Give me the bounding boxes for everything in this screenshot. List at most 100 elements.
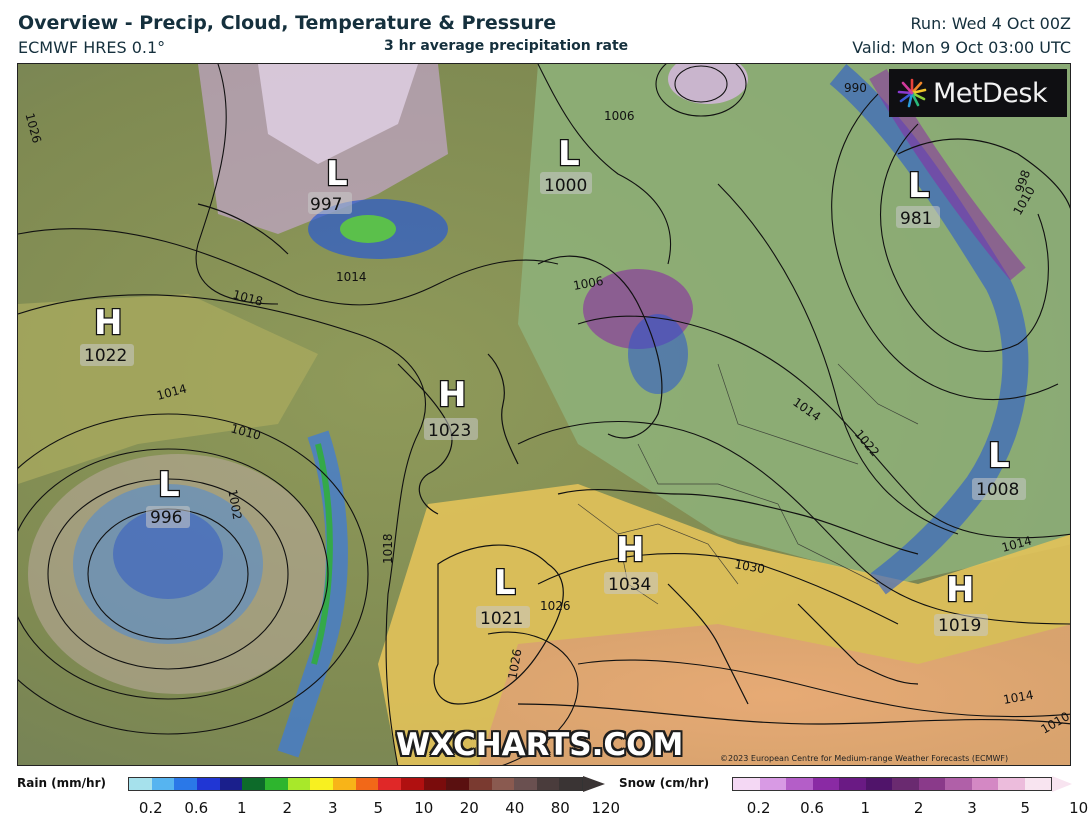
- isobars: [18, 64, 1070, 765]
- rain-color-swatch: [287, 778, 311, 790]
- atlantic-low-rain-core: [113, 509, 223, 599]
- pressure-value: 1034: [608, 575, 651, 595]
- rain-color-swatch: [559, 778, 583, 790]
- rain-tick-label: 3: [327, 799, 338, 817]
- rain-color-swatch: [514, 778, 537, 790]
- rain-tick-label: 120: [591, 799, 621, 817]
- pressure-value: 1019: [938, 616, 981, 636]
- snow-legend-label: Snow (cm/hr): [619, 776, 710, 790]
- atlantic-front: [277, 430, 348, 758]
- copyright-notice: ©2023 European Centre for Medium-range W…: [720, 754, 1009, 763]
- snow-tick-label: 1: [860, 799, 871, 817]
- rain-color-swatch: [423, 778, 447, 790]
- rain-color-swatch: [242, 778, 265, 790]
- rain-tick-label: 2: [282, 799, 293, 817]
- rain-tick-label: 80: [550, 799, 570, 817]
- coast-novaya: [897, 138, 1070, 210]
- wxcharts-watermark: WXCHARTS.COM: [396, 727, 684, 763]
- rain-legend-label: Rain (mm/hr): [17, 776, 106, 790]
- rain-tick-label: 20: [459, 799, 479, 817]
- svg-text:H: H: [438, 375, 466, 415]
- rain-color-swatch: [310, 778, 333, 790]
- isobar-label: 1002: [225, 488, 244, 521]
- svg-text:L: L: [494, 563, 516, 603]
- isobar-label: 990: [844, 81, 867, 95]
- snow-color-swatch: [1024, 778, 1051, 790]
- rain-tick-label: 0.6: [184, 799, 209, 817]
- rain-color-swatch: [536, 778, 560, 790]
- pressure-center-group: L 997 L 1000 L 981 H 1022 H: [80, 133, 1026, 636]
- isobar-label: 1030: [733, 557, 766, 576]
- svg-text:H: H: [616, 530, 644, 570]
- coast-europe-north: [557, 488, 919, 555]
- isobar-label: 1006: [572, 274, 605, 293]
- isobar-label: 1014: [1002, 688, 1035, 707]
- snow-color-swatch: [733, 778, 760, 790]
- svg-text:L: L: [908, 166, 930, 206]
- snow-color-swatch: [998, 778, 1025, 790]
- pressure-value: 981: [900, 209, 932, 229]
- weather-map[interactable]: 1014 1018 1006 990 1014 1010 1018 1026 1…: [17, 63, 1071, 766]
- rain-color-swatch: [355, 778, 379, 790]
- pressure-center-low: L 1000: [540, 133, 592, 196]
- pressure-value: 1008: [976, 480, 1019, 500]
- metdesk-logo: MetDesk: [889, 69, 1067, 117]
- barents-low-snow: [668, 64, 748, 104]
- snow-color-swatch: [865, 778, 892, 790]
- rain-color-swatch: [332, 778, 356, 790]
- rain-color-swatch: [129, 778, 152, 790]
- snow-tick-label: 2: [913, 799, 924, 817]
- pressure-value: 1000: [544, 176, 587, 196]
- rain-color-swatch: [219, 778, 243, 790]
- pressure-value: 1023: [428, 421, 471, 441]
- snow-colorbar: [732, 777, 1052, 791]
- svg-text:L: L: [158, 465, 180, 505]
- pressure-center-low: L 1021: [476, 562, 530, 629]
- pressure-center-high: H 1022: [80, 302, 134, 366]
- coast-north-africa: [517, 703, 1070, 725]
- snow-color-swatch: [945, 778, 972, 790]
- rain-color-swatch: [400, 778, 424, 790]
- rain-color-swatch: [174, 778, 197, 790]
- rain-color-swatch: [468, 778, 492, 790]
- coast-italy: [667, 583, 749, 705]
- isobar-label: 1026: [505, 648, 524, 681]
- coast-ireland: [487, 353, 519, 465]
- svg-text:L: L: [988, 436, 1010, 476]
- rain-colorbar: [128, 777, 583, 791]
- snow-color-swatch: [918, 778, 945, 790]
- isobar-label: 1018: [381, 533, 395, 564]
- svg-text:L: L: [558, 134, 580, 174]
- run-time: Run: Wed 4 Oct 00Z: [910, 14, 1071, 33]
- greenland-ice: [258, 64, 418, 164]
- atlantic-front-core: [311, 443, 333, 665]
- iceland-rain-core: [340, 215, 396, 243]
- north-africa-heat: [478, 624, 1070, 765]
- snow-colorbar-arrow: [1052, 776, 1072, 792]
- chart-subtitle: 3 hr average precipitation rate: [384, 38, 629, 54]
- snow-color-swatch: [759, 778, 786, 790]
- model-label: ECMWF HRES 0.1°: [18, 38, 166, 57]
- coastlines: [197, 138, 1070, 725]
- rain-color-swatch: [491, 778, 515, 790]
- pressure-value: 1021: [480, 609, 523, 629]
- isobar-label: 1006: [604, 109, 635, 123]
- svg-text:H: H: [946, 570, 974, 610]
- pressure-center-low: L 997: [308, 153, 352, 215]
- coast-iberia: [433, 544, 564, 705]
- rain-tick-label: 0.2: [138, 799, 163, 817]
- svg-text:H: H: [94, 303, 122, 343]
- snow-tick-label: 10: [1069, 799, 1089, 817]
- isobar-label: 1014: [336, 270, 367, 284]
- russia-front: [829, 64, 1029, 595]
- coast-greece: [797, 603, 919, 685]
- pressure-center-low: L 1008: [972, 435, 1026, 500]
- rain-color-swatch: [196, 778, 220, 790]
- rain-tick-label: 40: [505, 799, 525, 817]
- rain-color-swatch: [151, 778, 175, 790]
- rain-tick-label: 10: [414, 799, 434, 817]
- snow-color-swatch: [812, 778, 839, 790]
- valid-time: Valid: Mon 9 Oct 03:00 UTC: [852, 38, 1071, 57]
- rain-color-swatch: [378, 778, 401, 790]
- metdesk-wordmark: MetDesk: [933, 77, 1048, 109]
